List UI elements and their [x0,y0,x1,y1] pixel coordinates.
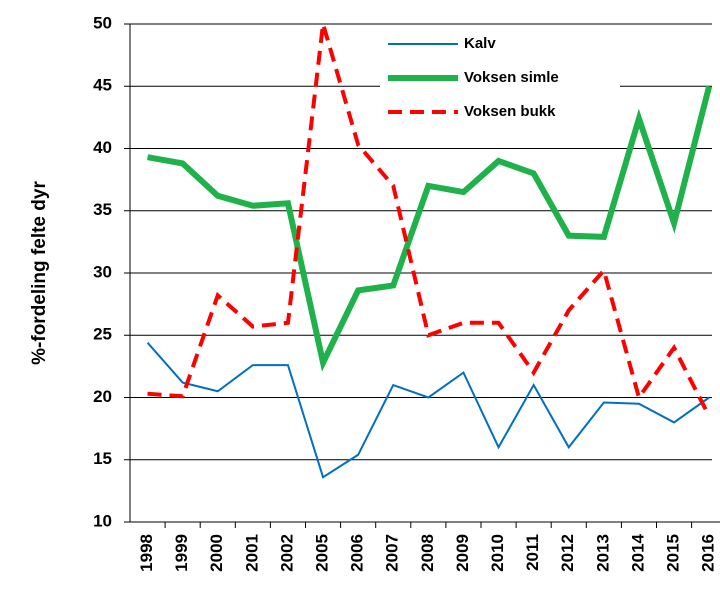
x-tick-label: 2007 [383,534,402,572]
legend-label: Kalv [464,35,496,52]
x-tick-label: 2001 [242,534,261,572]
x-tick-label: 2013 [593,534,612,572]
y-tick-label: 15 [93,449,112,468]
x-tick-label: 2002 [277,534,296,572]
x-tick-label: 1999 [172,534,191,572]
x-tick-label: 2008 [418,534,437,572]
y-tick-label: 35 [93,200,112,219]
y-tick-label: 50 [93,13,112,32]
y-tick-label: 45 [93,76,112,95]
x-tick-label: 1998 [137,534,156,572]
legend-label: Voksen bukk [464,103,556,120]
x-tick-label: 2011 [523,534,542,571]
x-tick-label: 2014 [628,533,647,571]
y-tick-label: 20 [93,387,112,406]
legend-label: Voksen simle [464,69,559,86]
y-tick-label: 10 [93,511,112,530]
x-tick-label: 2010 [488,534,507,572]
y-axis-label: %-fordeling felte dyr [29,181,50,365]
x-tick-label: 2006 [348,534,367,572]
x-tick-label: 2016 [699,534,718,572]
series-line [146,342,710,479]
x-tick-label: 2015 [664,534,683,572]
y-tick-label: 25 [93,325,112,344]
x-tick-label: 2009 [453,534,472,572]
y-tick-label: 40 [93,138,112,157]
series-line [147,23,711,418]
y-tick-label: 30 [93,262,112,281]
x-tick-label: 2012 [558,534,577,572]
x-tick-label: 2000 [207,534,226,572]
x-tick-label: 2005 [313,534,332,572]
series-line [147,85,713,372]
